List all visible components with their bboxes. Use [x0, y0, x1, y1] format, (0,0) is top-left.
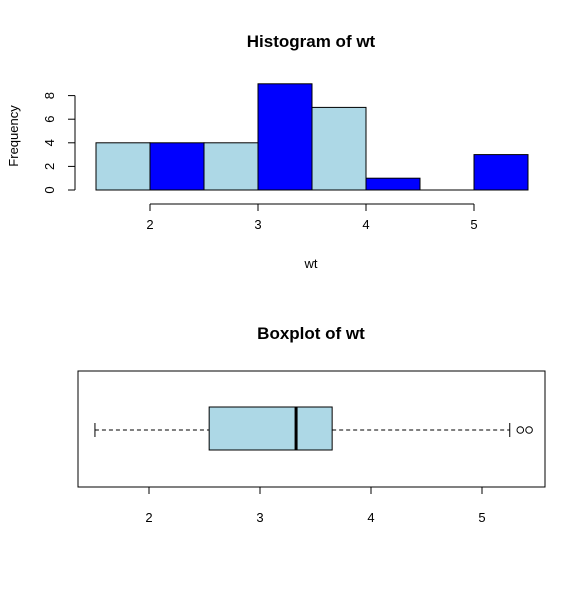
histogram-x-label: wt — [304, 256, 318, 271]
boxplot-x-tick-label-1: 3 — [256, 510, 263, 525]
boxplot-box — [208, 406, 333, 451]
histogram-x-tick-label-1: 3 — [254, 217, 261, 232]
boxplot-x-tick-label-0: 2 — [145, 510, 152, 525]
histogram-bar-4 — [311, 106, 367, 191]
boxplot-title: Boxplot of wt — [257, 324, 365, 343]
boxplot-x-tick-label-3: 5 — [478, 510, 485, 525]
histogram-y-axis: 0 2 4 6 8 — [42, 92, 76, 194]
histogram-x-tick-label-2: 4 — [362, 217, 369, 232]
boxplot-x-axis: 2 3 4 5 — [145, 486, 486, 525]
histogram-x-tick-label-3: 5 — [470, 217, 477, 232]
histogram-y-tick-label-0: 0 — [42, 186, 57, 193]
histogram-y-tick-label-2: 4 — [42, 139, 57, 146]
histogram-bar-5 — [365, 177, 421, 191]
boxplot-outlier-1 — [525, 426, 533, 434]
histogram-y-tick-label-3: 6 — [42, 116, 57, 123]
histogram-bars — [95, 83, 529, 191]
histogram-y-tick-label-4: 8 — [42, 92, 57, 99]
histogram-y-tick-label-1: 2 — [42, 163, 57, 170]
histogram-bar-1 — [149, 142, 205, 191]
histogram-bar-0 — [95, 142, 151, 191]
histogram-bar-7 — [473, 154, 529, 191]
histogram-bar-3 — [257, 83, 313, 191]
histogram-bar-2 — [203, 142, 259, 191]
histogram-title: Histogram of wt — [247, 32, 376, 51]
histogram-x-tick-label-0: 2 — [146, 217, 153, 232]
boxplot-x-tick-label-2: 4 — [367, 510, 374, 525]
boxplot-marks — [94, 406, 533, 451]
boxplot-outlier-0 — [516, 426, 525, 434]
histogram-x-axis: 2 3 4 5 — [146, 203, 478, 232]
histogram-y-label: Frequency — [6, 105, 21, 167]
